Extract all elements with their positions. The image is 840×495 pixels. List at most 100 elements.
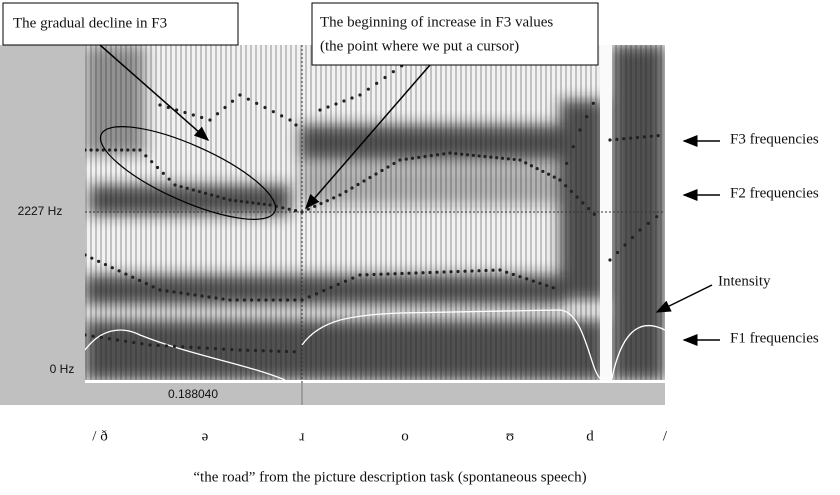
- formant-dot: [410, 156, 415, 160]
- formant-dot: [435, 153, 440, 157]
- formant-dot: [197, 346, 201, 350]
- formant-dot: [531, 279, 535, 283]
- formant-dot: [271, 298, 275, 302]
- formant-dot: [257, 298, 261, 302]
- formant-dot: [591, 101, 595, 105]
- intensity-curve: [85, 309, 665, 380]
- formant-dot: [495, 156, 499, 160]
- formant-dot: [239, 199, 244, 204]
- formant-dot: [365, 273, 369, 277]
- formant-dot: [250, 298, 254, 302]
- time-label: 0.188040: [168, 387, 218, 401]
- formant-dot: [234, 199, 238, 203]
- formant-dot: [85, 253, 87, 257]
- formant-dot: [655, 215, 659, 219]
- formant-dot: [137, 278, 142, 283]
- formant-dot: [491, 268, 495, 272]
- formant-dot: [489, 155, 493, 159]
- formant-dot: [246, 348, 250, 352]
- callout-box: [2, 2, 239, 46]
- formant-dot: [132, 340, 136, 345]
- callout-text: (the point where we put a cursor): [320, 38, 519, 54]
- formant-dot: [292, 350, 296, 354]
- formant-dot: [208, 118, 212, 122]
- phoneme: d: [586, 428, 594, 444]
- formant-dot: [207, 295, 211, 299]
- formant-dot: [551, 286, 555, 290]
- formant-dot: [173, 183, 177, 187]
- formant-dot: [630, 235, 635, 240]
- spectrogram: [85, 45, 665, 380]
- phoneme: / ð: [92, 428, 107, 444]
- formant-dot: [144, 282, 148, 286]
- formant-dot: [255, 101, 259, 105]
- formant-dot: [511, 272, 515, 277]
- formant-dot: [635, 135, 640, 140]
- formant-dot: [358, 93, 362, 97]
- formant-dot: [529, 164, 534, 168]
- formant-dot: [477, 154, 481, 158]
- formant-dot: [350, 186, 354, 190]
- formant-dot: [350, 96, 354, 100]
- formant-dot: [288, 118, 292, 122]
- phoneme: /: [663, 428, 668, 444]
- formant-dot: [500, 156, 505, 160]
- formant-dot: [421, 271, 425, 275]
- formant-dot: [470, 269, 474, 273]
- formant-dot: [592, 212, 596, 216]
- formant-dot: [391, 70, 395, 74]
- formant-dot: [300, 298, 304, 302]
- formant-dot: [85, 148, 87, 152]
- formant-dot: [525, 277, 529, 281]
- formant-dot: [103, 262, 108, 267]
- formant-dot: [210, 193, 214, 197]
- formant-dot: [161, 171, 165, 175]
- formant-dot: [642, 135, 646, 139]
- formant-dot: [518, 275, 522, 279]
- formant-dot: [380, 168, 384, 173]
- formant-dot: [251, 201, 255, 205]
- arrow: [305, 64, 431, 210]
- side-panel: [0, 45, 85, 405]
- arrow: [99, 44, 210, 141]
- formant-dot: [179, 291, 183, 295]
- formant-dot: [191, 113, 195, 117]
- formant-dot: [454, 151, 458, 156]
- formant-dot: [456, 269, 460, 274]
- formant-dot: [131, 275, 135, 279]
- formant-dot: [294, 209, 298, 213]
- formant-dot: [646, 221, 650, 225]
- freq-label: 0 Hz: [50, 362, 75, 376]
- formant-dot: [197, 190, 202, 194]
- formant-dot: [107, 337, 111, 341]
- formant-dot: [581, 201, 585, 205]
- formant-dot: [110, 266, 114, 270]
- formant-dot: [89, 148, 93, 152]
- formant-dot: [186, 292, 190, 296]
- formant-dot: [471, 153, 475, 157]
- formant-dot: [342, 99, 346, 103]
- formant-dot: [167, 177, 171, 181]
- formant-dot: [506, 157, 510, 161]
- formant-dot: [484, 268, 488, 273]
- formant-dot: [261, 349, 265, 353]
- formant-dot: [512, 157, 516, 162]
- arrow: [655, 284, 713, 313]
- formant-dot: [117, 269, 121, 273]
- formant-dot: [113, 148, 118, 152]
- formant-label: F2 frequencies: [730, 185, 819, 201]
- formant-dot: [150, 160, 154, 164]
- formant-dot: [144, 154, 148, 158]
- formant-dot: [535, 166, 539, 171]
- formant-dot: [245, 200, 249, 204]
- formant-dot: [181, 345, 185, 349]
- formant-dot: [435, 270, 439, 274]
- formant-dot: [293, 298, 297, 302]
- formant-dot: [368, 175, 372, 180]
- formant-dot: [322, 289, 326, 293]
- formant-dot: [242, 298, 246, 302]
- formant-dot: [286, 298, 290, 302]
- formant-dot: [191, 188, 195, 192]
- callout-box: [311, 2, 599, 66]
